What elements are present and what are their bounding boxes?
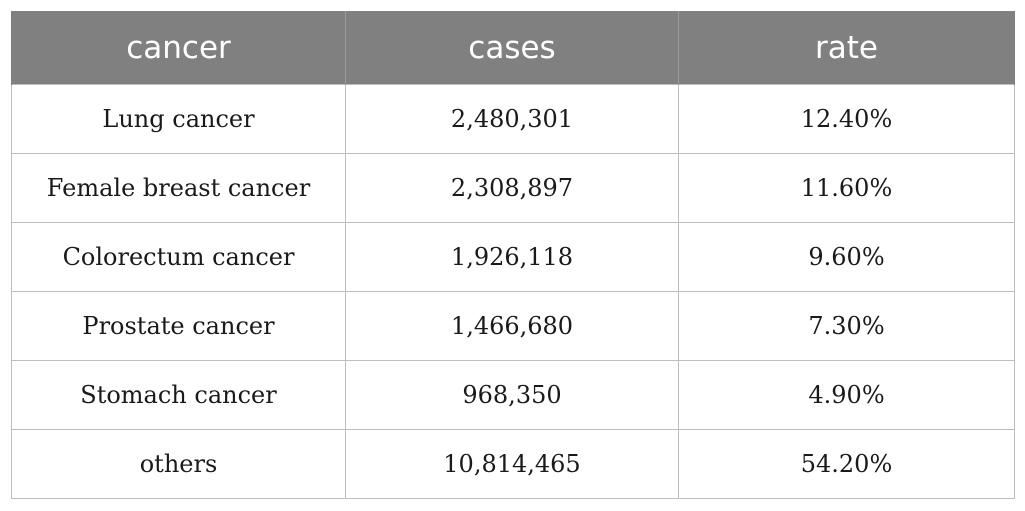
cell-cases: 2,480,301: [345, 84, 679, 154]
table-row: Prostate cancer 1,466,680 7.30%: [11, 291, 1015, 361]
table-row: Female breast cancer 2,308,897 11.60%: [11, 153, 1015, 223]
cell-cancer: others: [11, 429, 346, 499]
column-header-cancer: cancer: [11, 11, 346, 85]
table-row: Lung cancer 2,480,301 12.40%: [11, 84, 1015, 154]
cancer-cases-table-container: cancer cases rate Lung cancer 2,480,301 …: [11, 11, 1015, 499]
header-row: cancer cases rate: [11, 11, 1015, 85]
cell-cancer: Prostate cancer: [11, 291, 346, 361]
column-header-rate: rate: [678, 11, 1015, 85]
table-row: others 10,814,465 54.20%: [11, 429, 1015, 499]
cancer-cases-table: cancer cases rate Lung cancer 2,480,301 …: [11, 11, 1015, 499]
table-body: Lung cancer 2,480,301 12.40% Female brea…: [11, 84, 1015, 499]
cell-cases: 10,814,465: [345, 429, 679, 499]
cell-cancer: Female breast cancer: [11, 153, 346, 223]
cell-rate: 54.20%: [678, 429, 1015, 499]
cell-cancer: Colorectum cancer: [11, 222, 346, 292]
cell-rate: 9.60%: [678, 222, 1015, 292]
cell-rate: 12.40%: [678, 84, 1015, 154]
cell-cases: 1,466,680: [345, 291, 679, 361]
column-header-cases: cases: [345, 11, 679, 85]
cell-rate: 7.30%: [678, 291, 1015, 361]
cell-cancer: Stomach cancer: [11, 360, 346, 430]
table-header: cancer cases rate: [11, 11, 1015, 85]
table-row: Stomach cancer 968,350 4.90%: [11, 360, 1015, 430]
cell-cases: 2,308,897: [345, 153, 679, 223]
cell-rate: 11.60%: [678, 153, 1015, 223]
cell-cancer: Lung cancer: [11, 84, 346, 154]
cell-cases: 968,350: [345, 360, 679, 430]
cell-rate: 4.90%: [678, 360, 1015, 430]
cell-cases: 1,926,118: [345, 222, 679, 292]
table-row: Colorectum cancer 1,926,118 9.60%: [11, 222, 1015, 292]
